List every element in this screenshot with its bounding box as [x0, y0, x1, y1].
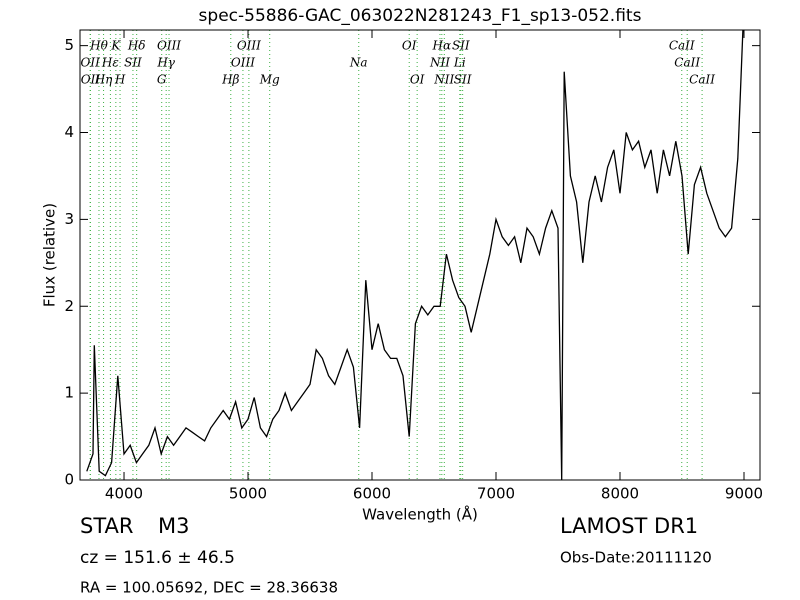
spectral-line-label: Li — [453, 56, 466, 70]
spectral-line-label: Hβ — [221, 73, 239, 87]
spectral-line-label: K — [110, 39, 121, 53]
spectrum-line — [86, 30, 744, 480]
x-tick-label: 4000 — [105, 485, 143, 503]
spectral-line-label: OIII — [231, 56, 255, 70]
y-tick-label: 0 — [64, 471, 74, 489]
spectral-line-label: OI — [402, 39, 417, 53]
subclass: M3 — [158, 514, 189, 538]
y-tick-label: 1 — [64, 384, 74, 402]
spectral-line-label: CaII — [689, 73, 715, 87]
x-tick-label: 8000 — [601, 485, 639, 503]
spectral-line-label: Hη — [94, 73, 113, 87]
object-class: STAR — [80, 514, 133, 538]
y-axis-label: Flux (relative) — [41, 203, 59, 307]
spectral-line-label: Hγ — [156, 56, 175, 70]
y-tick-label: 3 — [64, 210, 74, 228]
y-tick-label: 4 — [64, 123, 74, 141]
spectral-line-label: Hα — [432, 39, 452, 53]
spectral-line-label: SII — [124, 56, 142, 70]
spectral-line-label: OII — [81, 56, 101, 70]
spectral-line-label: CaII — [674, 56, 700, 70]
spectral-line-label: SII — [454, 73, 472, 87]
chart-title: spec-55886-GAC_063022N281243_F1_sp13-052… — [199, 6, 642, 26]
spectral-line-label: Hδ — [127, 39, 146, 53]
spectral-line-label: Hθ — [89, 39, 108, 53]
y-tick-label: 2 — [64, 297, 74, 315]
spectral-line-label: H — [114, 73, 126, 87]
spectral-line-label: OIII — [157, 39, 181, 53]
plot-frame — [79, 29, 761, 481]
spectral-line-label: OIII — [237, 39, 261, 53]
x-tick-label: 7000 — [477, 485, 515, 503]
survey: LAMOST DR1 — [560, 514, 698, 538]
plot-area — [86, 30, 744, 480]
spectral-line-label: SII — [452, 39, 470, 53]
x-tick-label: 5000 — [229, 485, 267, 503]
coordinates: RA = 100.05692, DEC = 28.36638 — [80, 579, 338, 597]
spectral-line-label: CaII — [669, 39, 695, 53]
x-tick-label: 9000 — [725, 485, 763, 503]
redshift: cz = 151.6 ± 46.5 — [80, 548, 235, 568]
y-tick-label: 5 — [64, 36, 74, 54]
spectral-line-label: Hε — [101, 56, 119, 70]
spectral-line-label: OI — [410, 73, 425, 87]
spectral-line-label: NII — [429, 56, 450, 70]
x-tick-label: 6000 — [353, 485, 391, 503]
spectral-line-label: OII — [81, 73, 101, 87]
spectral-line-label: Mg — [259, 73, 280, 87]
spectral-line-label: NII — [433, 73, 454, 87]
spectral-line-label: G — [157, 73, 167, 87]
obs-date: Obs-Date:20111120 — [560, 549, 712, 567]
x-axis-label: Wavelength (Å) — [362, 505, 478, 524]
spectral-line-label: Na — [349, 56, 368, 70]
